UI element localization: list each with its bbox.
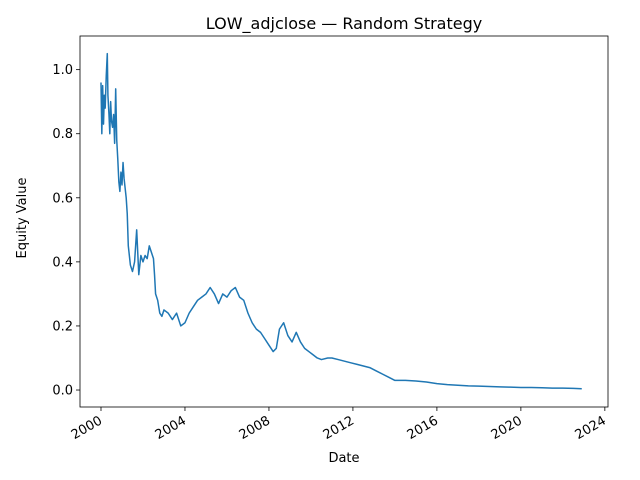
y-tick-label: 0.8 (52, 127, 73, 142)
series-line-0 (100, 52, 582, 390)
axes-frame (79, 35, 609, 408)
x-axis-label: Date (328, 451, 359, 466)
chart-title: LOW_adjclose — Random Strategy (206, 14, 482, 34)
y-tick-label: 0.0 (52, 384, 73, 399)
y-axis-label: Equity Value (15, 178, 30, 259)
y-tick-label: 1.0 (52, 63, 73, 78)
y-tick-label: 0.2 (52, 319, 73, 334)
y-tick-label: 0.6 (52, 191, 73, 206)
y-tick-label: 0.4 (52, 255, 73, 270)
